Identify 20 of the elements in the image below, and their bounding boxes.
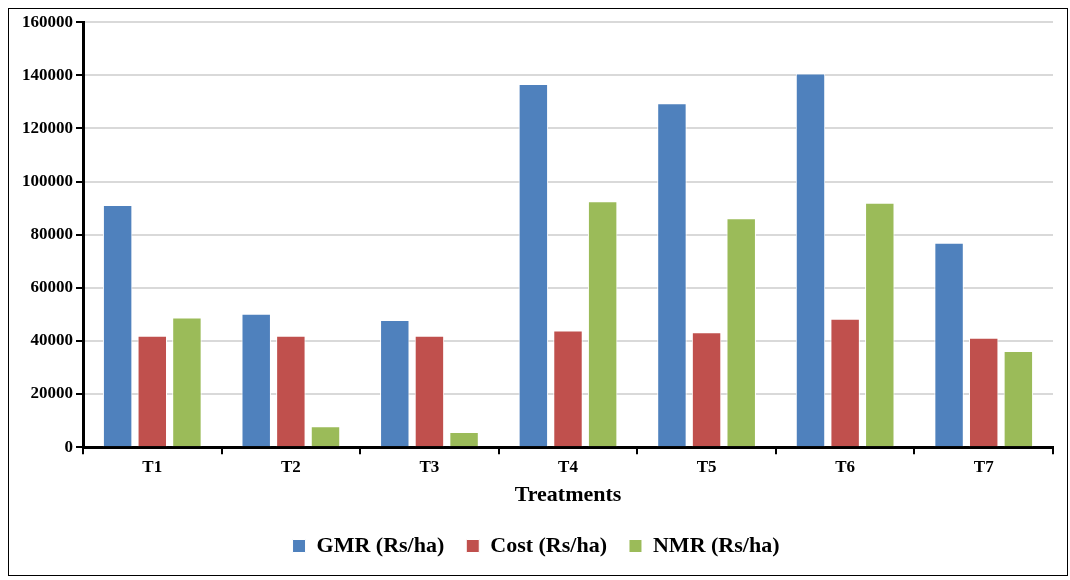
x-tick-label: T3 (419, 456, 440, 476)
legend-label: GMR (Rs/ha) (316, 531, 445, 557)
x-tick-label: T2 (280, 456, 301, 476)
y-tick-label: 40000 (30, 330, 73, 350)
y-tick-label: 120000 (22, 117, 73, 137)
x-tick-label: T4 (558, 456, 579, 476)
legend-label: NMR (Rs/ha) (652, 531, 780, 557)
y-tick-label: 60000 (30, 277, 73, 297)
legend-label: Cost (Rs/ha) (490, 531, 607, 557)
x-tick-label: T5 (696, 456, 717, 476)
x-tick-label: T7 (973, 456, 995, 476)
x-axis-title: Treatments (514, 481, 622, 507)
y-tick-label: 80000 (30, 224, 73, 244)
y-tick-label: 100000 (22, 170, 73, 190)
x-tick-label: T1 (142, 456, 163, 476)
y-tick-label: 20000 (30, 383, 73, 403)
x-tick-label: T6 (835, 456, 856, 476)
y-tick-label: 0 (64, 436, 73, 456)
y-tick-label: 160000 (22, 11, 73, 31)
y-tick-label: 140000 (22, 64, 73, 84)
